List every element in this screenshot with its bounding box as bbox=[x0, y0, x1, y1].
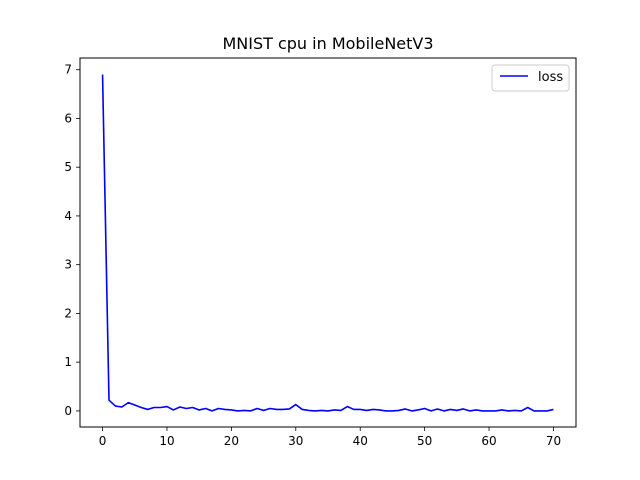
x-tick-label: 10 bbox=[159, 434, 174, 448]
x-tick-label: 60 bbox=[481, 434, 496, 448]
y-tick-label: 1 bbox=[64, 355, 72, 369]
y-axis: 0 1 2 3 4 5 6 7 bbox=[64, 63, 80, 418]
legend-label-loss: loss bbox=[538, 70, 563, 85]
y-tick-label: 0 bbox=[64, 404, 72, 418]
y-tick-label: 3 bbox=[64, 258, 72, 272]
x-tick-label: 50 bbox=[417, 434, 432, 448]
x-tick-label: 40 bbox=[353, 434, 368, 448]
x-tick-label: 20 bbox=[224, 434, 239, 448]
plot-area bbox=[79, 57, 577, 428]
chart-title: MNIST cpu in MobileNetV3 bbox=[222, 34, 433, 53]
x-tick-label: 0 bbox=[99, 434, 107, 448]
x-axis: 0 10 20 30 40 50 60 70 bbox=[99, 427, 561, 448]
y-tick-label: 4 bbox=[64, 209, 72, 223]
plot-frame bbox=[79, 57, 577, 428]
legend-box bbox=[491, 64, 570, 92]
x-tick-label: 70 bbox=[546, 434, 561, 448]
series-line-loss bbox=[101, 74, 554, 412]
legend: loss bbox=[491, 64, 570, 92]
y-tick-label: 5 bbox=[64, 160, 72, 174]
y-tick-label: 7 bbox=[64, 63, 72, 77]
y-tick-label: 6 bbox=[64, 111, 72, 125]
y-tick-label: 2 bbox=[64, 306, 72, 320]
x-tick-label: 30 bbox=[288, 434, 303, 448]
